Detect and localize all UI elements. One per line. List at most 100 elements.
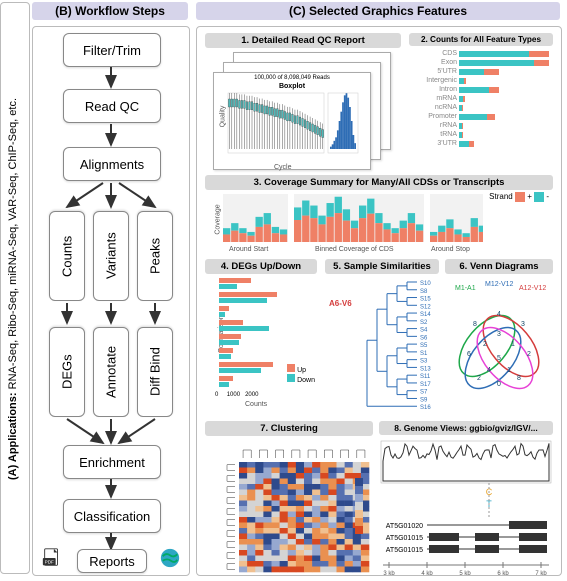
wf-annotate: Annotate: [93, 327, 129, 417]
cov-x3: Around Stop: [431, 246, 470, 253]
qc-chartlabel: Boxplot: [214, 83, 370, 90]
feature-row: Promoter: [459, 113, 553, 122]
panel-cluster: 7. Clustering: [205, 421, 373, 581]
degs-xlabel: Counts: [245, 401, 267, 408]
svg-text:1: 1: [511, 341, 515, 348]
feature-label: mRNA: [436, 95, 457, 102]
svg-text:S5: S5: [420, 343, 428, 349]
workflow-column: Filter/Trim Read QC Alignments Counts Va…: [32, 26, 190, 576]
svg-text:AT5G01015: AT5G01015: [386, 547, 423, 554]
feature-label: Intron: [439, 86, 457, 93]
feature-row: ncRNA: [459, 104, 553, 113]
panel-cov-title: 3. Coverage Summary for Many/All CDSs or…: [205, 175, 553, 190]
panel-venn: 6. Venn Diagrams M1-A1 M12-V12 A12-V12 8 4 3 2…: [445, 259, 553, 417]
svg-text:PDF: PDF: [45, 560, 54, 565]
sidebar-text: (A) Applications: RNA-Seq, Ribo-Seq, miR…: [7, 19, 19, 559]
wf-diffbind: Diff Bind: [137, 327, 173, 417]
svg-text:2: 2: [477, 375, 481, 382]
svg-text:AT5G01020: AT5G01020: [386, 523, 423, 530]
feature-row: 3'UTR: [459, 140, 553, 149]
svg-text:S13: S13: [420, 366, 431, 372]
feature-label: rRNA: [440, 122, 457, 129]
feature-label: Promoter: [428, 113, 457, 120]
svg-text:1: 1: [507, 367, 511, 374]
feature-label: ncRNA: [435, 104, 457, 111]
feature-label: 3'UTR: [437, 140, 457, 147]
svg-text:S14: S14: [420, 312, 431, 318]
svg-text:0: 0: [497, 381, 501, 388]
svg-text:S16: S16: [420, 405, 431, 411]
panel-fc-title: 2. Counts for All Feature Types: [409, 33, 553, 46]
svg-text:S10: S10: [420, 281, 431, 287]
svg-text:M1-A1: M1-A1: [455, 285, 476, 292]
panel-featurecounts: 2. Counts for All Feature Types CDSExon5…: [409, 33, 553, 158]
svg-text:S17: S17: [420, 382, 431, 388]
feature-label: tRNA: [440, 131, 457, 138]
svg-text:S8: S8: [420, 289, 428, 295]
svg-text:7 kb: 7 kb: [535, 571, 547, 577]
panel-genome: 8. Genome Views: ggbio/gviz/IGV/... CTAT…: [379, 421, 553, 580]
wf-enrich: Enrichment: [63, 445, 161, 479]
panel-venn-title: 6. Venn Diagrams: [445, 259, 553, 274]
svg-text:8: 8: [473, 321, 477, 328]
svg-text:S4: S4: [420, 328, 428, 334]
feature-label: 5'UTR: [437, 68, 457, 75]
panel-degs: 4. DEGs Up/Down Comparisons Counts Up Do…: [205, 259, 317, 398]
sidebar-prefix: (A) Applications:: [7, 392, 19, 480]
wf-classify: Classification: [63, 499, 161, 533]
pdf-icon: PDF: [41, 547, 63, 569]
svg-text:5: 5: [497, 355, 501, 362]
feature-row: 5'UTR: [459, 68, 553, 77]
wf-filter: Filter/Trim: [63, 33, 161, 67]
svg-text:4 kb: 4 kb: [421, 571, 433, 577]
panel-genome-title: 8. Genome Views: ggbio/gviz/IGV/...: [379, 421, 553, 435]
panel-dendro: 5. Sample Similarities S10S8S15S12S14S2S…: [325, 259, 439, 419]
svg-text:4: 4: [487, 367, 491, 374]
wf-reports: Reports: [77, 549, 147, 573]
svg-text:8: 8: [517, 375, 521, 382]
svg-text:3 kb: 3 kb: [383, 571, 395, 577]
wf-peaks: Peaks: [137, 211, 173, 301]
qc-subtitle: 100,000 of 8,098,049 Reads: [214, 75, 370, 81]
feature-row: mRNA: [459, 95, 553, 104]
svg-text:2: 2: [527, 351, 531, 358]
degs-legend: Up Down: [287, 364, 315, 384]
panel-degs-title: 4. DEGs Up/Down: [205, 259, 317, 274]
feature-row: CDS: [459, 50, 553, 59]
panel-a-sidebar: (A) Applications: RNA-Seq, Ribo-Seq, miR…: [0, 2, 30, 574]
svg-text:6: 6: [467, 351, 471, 358]
wf-readqc: Read QC: [63, 89, 161, 123]
cov-legend: Strand + -: [489, 192, 549, 202]
feature-row: Exon: [459, 59, 553, 68]
svg-text:AT5G01015: AT5G01015: [386, 535, 423, 542]
cov-x1: Around Start: [229, 246, 268, 253]
wf-counts: Counts: [49, 211, 85, 301]
svg-text:5 kb: 5 kb: [459, 571, 471, 577]
svg-text:3: 3: [521, 321, 525, 328]
feature-label: CDS: [442, 50, 457, 57]
svg-text:S11: S11: [420, 374, 431, 380]
qc-ylabel: Quality: [219, 106, 226, 128]
svg-text:2: 2: [483, 341, 487, 348]
feature-row: Intron: [459, 86, 553, 95]
feature-label: Intergenic: [426, 77, 457, 84]
panel-coverage: 3. Coverage Summary for Many/All CDSs or…: [205, 175, 553, 256]
graphics-column: 1. Detailed Read QC Report 100,000 of 8,…: [196, 26, 562, 576]
feature-row: Intergenic: [459, 77, 553, 86]
wf-variants: Variants: [93, 211, 129, 301]
feature-label: Exon: [441, 59, 457, 66]
svg-text:S7: S7: [420, 390, 428, 396]
svg-text:4: 4: [497, 311, 501, 318]
svg-text:M12-V12: M12-V12: [485, 281, 514, 288]
feature-row: rRNA: [459, 122, 553, 131]
feature-row: tRNA: [459, 131, 553, 140]
svg-text:S15: S15: [420, 297, 431, 303]
cov-x2: Binned Coverage of CDS: [315, 246, 394, 253]
panel-b-header: (B) Workflow Steps: [32, 2, 188, 20]
panel-dendro-title: 5. Sample Similarities: [325, 259, 439, 274]
html-icon: [159, 547, 181, 569]
wf-align: Alignments: [63, 147, 161, 181]
svg-text:A12-V12: A12-V12: [519, 285, 546, 292]
svg-text:S3: S3: [420, 359, 428, 365]
svg-text:S9: S9: [420, 397, 428, 403]
